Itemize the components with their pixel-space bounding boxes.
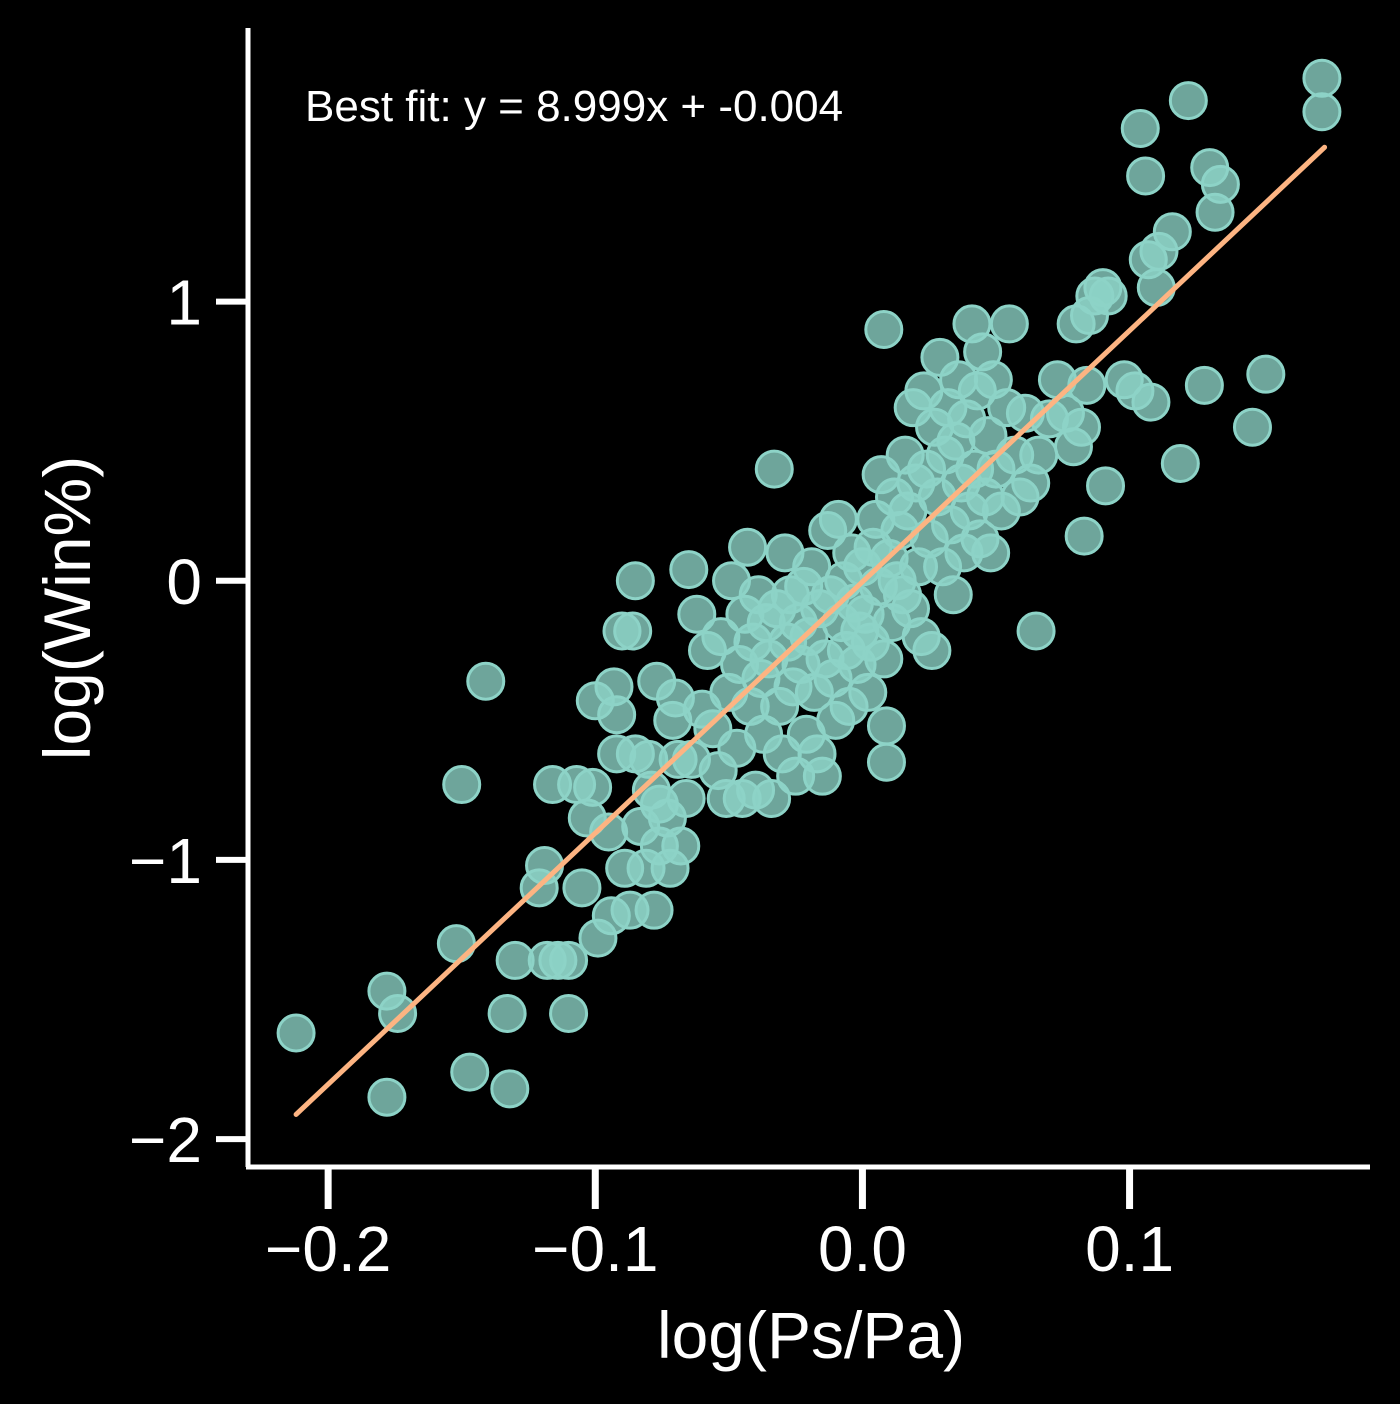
data-point [848,672,888,712]
data-point [436,924,476,964]
data-point [989,304,1029,344]
data-point [669,550,709,590]
data-point [864,310,904,349]
best-fit-annotation: Best fit: y = 8.999x + -0.004 [305,82,843,131]
data-point [792,547,832,587]
data-point [677,594,717,634]
data-point [378,993,418,1033]
data-point [818,499,858,539]
x-tick-label: 0.0 [818,1213,907,1285]
data-point [634,890,674,930]
data-point [450,1052,490,1092]
data-point [442,765,482,805]
data-point [490,1069,530,1109]
data-point [1160,444,1200,483]
data-point [754,449,794,489]
y-tick-label: 1 [166,267,202,339]
data-point [1131,382,1171,422]
data-point [549,993,589,1033]
data-point [802,756,842,796]
y-tick-label: −1 [129,825,202,897]
points-layer [276,58,1342,1117]
data-point [1184,365,1224,405]
data-point [1064,516,1104,556]
data-point [615,561,655,601]
data-point [666,779,706,818]
data-point [866,706,906,746]
data-point [1302,58,1342,98]
data-point [1019,435,1059,475]
data-point [933,575,973,615]
data-point [728,527,768,567]
y-ticks: −2 −1 0 1 [129,267,248,1176]
data-point [864,639,904,679]
y-axis-label: log(Win%) [30,456,104,760]
data-point [573,767,613,807]
data-point [866,742,906,782]
data-point [1136,268,1176,308]
data-point [613,611,653,651]
x-tick-label: −0.1 [532,1213,658,1285]
data-point [1086,466,1126,506]
data-point [1168,81,1208,121]
data-point [1016,611,1056,651]
data-point [1152,212,1192,252]
data-point [1302,92,1342,132]
x-axis-label: log(Ps/Pa) [657,1298,965,1372]
data-point [487,993,527,1033]
data-point [1232,407,1272,447]
data-point [549,940,589,980]
x-tick-label: −0.2 [265,1213,391,1285]
best-fit-line [293,144,1328,1117]
x-ticks: −0.2 −0.1 0.0 0.1 [265,1167,1174,1285]
data-point [562,868,602,908]
y-tick-label: −2 [129,1104,202,1176]
data-point [1246,354,1286,394]
data-point [1088,276,1128,316]
y-tick-label: 0 [166,546,202,618]
data-point [367,1077,407,1117]
data-point [276,1013,316,1053]
data-point [752,779,792,818]
data-point [912,631,952,671]
data-point [661,826,701,866]
data-point [1120,109,1160,148]
data-point [971,533,1011,573]
data-point [597,695,637,735]
data-point [1200,164,1240,204]
data-point [1126,156,1166,196]
x-tick-label: 0.1 [1085,1213,1174,1285]
data-point [466,661,506,701]
data-point [1061,407,1101,447]
